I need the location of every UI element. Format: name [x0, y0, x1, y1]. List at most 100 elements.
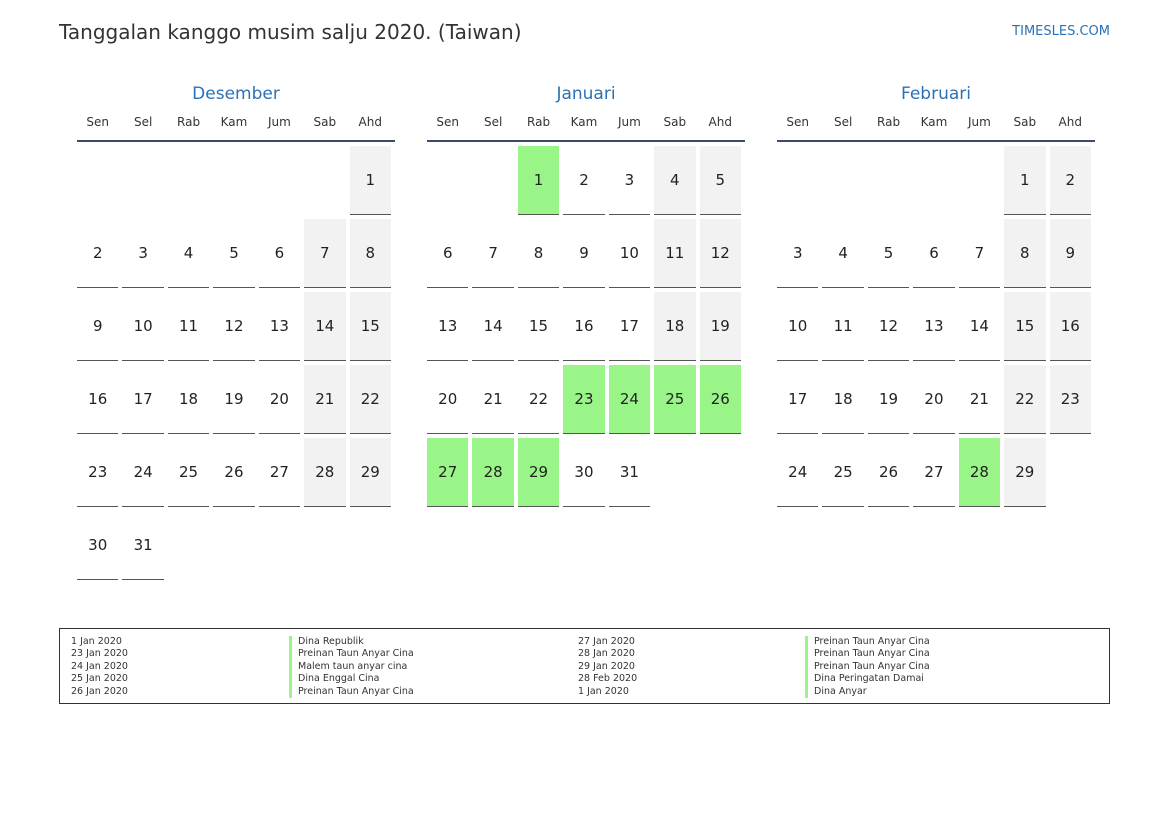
- day-cell[interactable]: 30: [563, 438, 605, 507]
- day-cell[interactable]: 29: [517, 438, 560, 507]
- day-cell[interactable]: 16: [77, 365, 119, 434]
- day-cell[interactable]: 18: [822, 365, 864, 434]
- day-cell[interactable]: 26: [867, 438, 910, 507]
- day-cell[interactable]: 27: [258, 438, 301, 507]
- day-cell[interactable]: 5: [699, 146, 741, 215]
- day-cell[interactable]: 4: [654, 146, 696, 215]
- day-cell[interactable]: 13: [913, 292, 955, 361]
- day-cell[interactable]: 27: [427, 438, 469, 507]
- day-cell[interactable]: 22: [349, 365, 391, 434]
- day-cell[interactable]: 10: [777, 292, 819, 361]
- day-cell[interactable]: 18: [167, 365, 210, 434]
- day-cell[interactable]: 8: [349, 219, 391, 288]
- day-cell[interactable]: 24: [777, 438, 819, 507]
- day-cell[interactable]: 13: [258, 292, 301, 361]
- weekday-label: Sen: [86, 115, 110, 129]
- day-cell[interactable]: 1: [517, 146, 560, 215]
- day-cell[interactable]: 7: [304, 219, 346, 288]
- day-cell[interactable]: 19: [213, 365, 255, 434]
- day-cell[interactable]: 29: [1004, 438, 1046, 507]
- day-cell[interactable]: 12: [867, 292, 910, 361]
- day-cell[interactable]: 7: [472, 219, 514, 288]
- legend-holiday-name: Malem taun anyar cina: [289, 660, 414, 674]
- day-cell[interactable]: 4: [167, 219, 210, 288]
- day-cell[interactable]: 5: [867, 219, 910, 288]
- day-cell[interactable]: 29: [349, 438, 391, 507]
- day-cell[interactable]: 1: [1004, 146, 1046, 215]
- day-cell[interactable]: 17: [122, 365, 164, 434]
- day-cell[interactable]: 18: [654, 292, 696, 361]
- day-cell[interactable]: 28: [472, 438, 514, 507]
- day-cell[interactable]: 19: [867, 365, 910, 434]
- day-cell[interactable]: 12: [213, 292, 255, 361]
- day-cell[interactable]: 11: [822, 292, 864, 361]
- day-cell[interactable]: 9: [77, 292, 119, 361]
- day-cell[interactable]: 30: [77, 511, 119, 580]
- day-cell[interactable]: 14: [304, 292, 346, 361]
- day-cell[interactable]: 16: [563, 292, 605, 361]
- day-cell[interactable]: 25: [654, 365, 696, 434]
- day-cell[interactable]: 2: [1049, 146, 1091, 215]
- day-cell[interactable]: 12: [699, 219, 741, 288]
- day-cell[interactable]: 24: [122, 438, 164, 507]
- empty-cell: [868, 146, 909, 215]
- day-cell[interactable]: 11: [654, 219, 696, 288]
- day-cell[interactable]: 6: [427, 219, 469, 288]
- day-cell[interactable]: 15: [517, 292, 560, 361]
- day-cell[interactable]: 17: [608, 292, 651, 361]
- day-cell[interactable]: 23: [563, 365, 605, 434]
- day-cell[interactable]: 15: [1004, 292, 1046, 361]
- day-cell[interactable]: 1: [349, 146, 391, 215]
- day-cell[interactable]: 31: [122, 511, 164, 580]
- day-cell[interactable]: 21: [304, 365, 346, 434]
- legend-dates-2: 27 Jan 2020 28 Jan 2020 29 Jan 2020 28 F…: [578, 636, 637, 698]
- day-cell[interactable]: 6: [258, 219, 301, 288]
- legend-date: 1 Jan 2020: [578, 685, 629, 697]
- day-cell[interactable]: 10: [122, 292, 164, 361]
- site-link[interactable]: TIMESLES.COM: [1012, 24, 1110, 39]
- day-cell[interactable]: 20: [913, 365, 955, 434]
- day-cell[interactable]: 28: [304, 438, 346, 507]
- day-cell[interactable]: 15: [349, 292, 391, 361]
- day-cell[interactable]: 14: [958, 292, 1001, 361]
- day-cell[interactable]: 3: [608, 146, 651, 215]
- day-cell[interactable]: 2: [77, 219, 119, 288]
- day-cell[interactable]: 31: [608, 438, 651, 507]
- day-cell[interactable]: 16: [1049, 292, 1091, 361]
- day-cell[interactable]: 17: [777, 365, 819, 434]
- day-cell[interactable]: 23: [77, 438, 119, 507]
- day-cell[interactable]: 20: [258, 365, 301, 434]
- day-cell[interactable]: 25: [822, 438, 864, 507]
- day-cell[interactable]: 24: [608, 365, 651, 434]
- day-cell[interactable]: 8: [1004, 219, 1046, 288]
- day-cell[interactable]: 26: [213, 438, 255, 507]
- day-cell[interactable]: 27: [913, 438, 955, 507]
- day-cell[interactable]: 28: [958, 438, 1001, 507]
- day-cell[interactable]: 7: [958, 219, 1001, 288]
- weekday-label: Kam: [570, 115, 598, 129]
- day-cell[interactable]: 10: [608, 219, 651, 288]
- day-cell[interactable]: 13: [427, 292, 469, 361]
- day-cell[interactable]: 20: [427, 365, 469, 434]
- day-cell[interactable]: 23: [1049, 365, 1091, 434]
- day-cell[interactable]: 5: [213, 219, 255, 288]
- day-cell[interactable]: 2: [563, 146, 605, 215]
- day-cell[interactable]: 26: [699, 365, 741, 434]
- day-cell[interactable]: 6: [913, 219, 955, 288]
- day-cell[interactable]: 21: [958, 365, 1001, 434]
- day-cell[interactable]: 25: [167, 438, 210, 507]
- day-cell[interactable]: 22: [1004, 365, 1046, 434]
- day-cell[interactable]: 22: [517, 365, 560, 434]
- day-cell[interactable]: 9: [1049, 219, 1091, 288]
- day-cell[interactable]: 9: [563, 219, 605, 288]
- day-cell[interactable]: 4: [822, 219, 864, 288]
- day-cell[interactable]: 11: [167, 292, 210, 361]
- day-cell[interactable]: 3: [777, 219, 819, 288]
- day-cell[interactable]: 14: [472, 292, 514, 361]
- day-cell[interactable]: 8: [517, 219, 560, 288]
- day-cell[interactable]: 21: [472, 365, 514, 434]
- weekday-label: Ahd: [1058, 115, 1082, 129]
- day-cell[interactable]: 19: [699, 292, 741, 361]
- day-cell[interactable]: 3: [122, 219, 164, 288]
